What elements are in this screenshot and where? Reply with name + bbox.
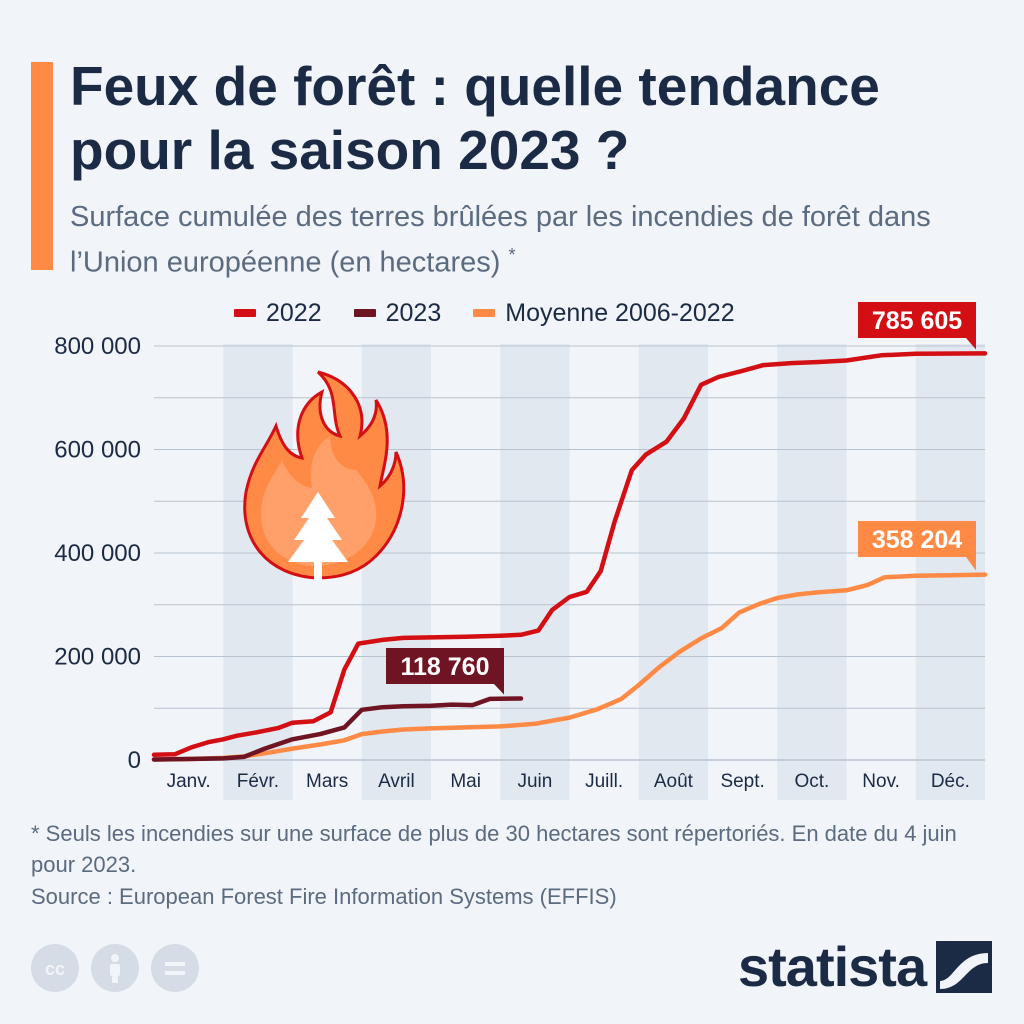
subtitle-footnote-mark: * bbox=[508, 245, 516, 265]
forest-fire-icon bbox=[243, 370, 406, 580]
end-label-box bbox=[858, 521, 976, 571]
month-band bbox=[223, 344, 293, 800]
legend-swatch-2023 bbox=[353, 309, 376, 317]
page-title: Feux de forêt : quelle tendance pour la … bbox=[70, 55, 880, 181]
x-tick-label: Mai bbox=[450, 771, 481, 792]
end-label-2: 358 204 bbox=[858, 521, 976, 571]
grid-lines bbox=[154, 345, 985, 761]
y-tick-label: 200 000 bbox=[54, 644, 141, 671]
end-label-box bbox=[386, 648, 504, 695]
source-note: Source : European Forest Fire Informatio… bbox=[31, 884, 617, 909]
x-tick-label: Nov. bbox=[862, 771, 900, 792]
x-tick-label: Juill. bbox=[585, 771, 623, 792]
y-tick-label: 400 000 bbox=[54, 540, 141, 567]
x-tick-label: Sept. bbox=[720, 771, 764, 792]
month-bands bbox=[223, 344, 985, 800]
month-band bbox=[500, 344, 570, 800]
svg-text:cc: cc bbox=[45, 959, 65, 979]
legend-item-average: Moyenne 2006-2022 bbox=[473, 298, 735, 328]
creative-commons-icon[interactable]: cc bbox=[31, 944, 79, 992]
legend-item-2023: 2023 bbox=[353, 298, 442, 328]
month-band bbox=[638, 344, 708, 800]
series-line-0 bbox=[151, 351, 988, 758]
x-tick-label: Déc. bbox=[931, 771, 970, 792]
statista-brand[interactable]: statista bbox=[738, 934, 993, 999]
legend-item-2022: 2022 bbox=[234, 299, 322, 328]
footnote: * Seuls les incendies sur une surface de… bbox=[31, 821, 957, 877]
end-label-box bbox=[858, 302, 976, 350]
end-label-text: 358 204 bbox=[872, 526, 962, 554]
statista-logo-icon bbox=[936, 940, 993, 993]
legend-swatch-2022 bbox=[234, 309, 256, 317]
y-tick-label: 0 bbox=[128, 747, 141, 774]
x-tick-label: Oct. bbox=[794, 771, 829, 792]
y-tick-labels: 0 200 000 400 000 600 000 800 000 bbox=[54, 333, 141, 774]
end-label-1: 118 760 bbox=[386, 648, 504, 695]
y-tick-label: 600 000 bbox=[54, 437, 141, 464]
month-band bbox=[915, 344, 985, 800]
x-tick-label: Août bbox=[654, 771, 694, 792]
subtitle-text: Surface cumulée des terres brûlées par l… bbox=[70, 201, 931, 279]
attribution-icon[interactable] bbox=[91, 944, 139, 992]
x-tick-label: Juin bbox=[517, 771, 552, 792]
legend-label-average: Moyenne 2006-2022 bbox=[505, 298, 735, 327]
x-tick-labels: Janv. Févr. Mars Avril Mai Juin Juill. Août Sept… bbox=[167, 771, 970, 792]
series-line-2 bbox=[151, 572, 988, 762]
end-label-0: 785 605 bbox=[858, 302, 976, 350]
x-tick-label: Janv. bbox=[167, 771, 211, 792]
page-subtitle: Surface cumulée des terres brûlées par l… bbox=[70, 198, 990, 282]
series-lines bbox=[151, 351, 988, 762]
x-tick-label: Févr. bbox=[237, 771, 279, 792]
no-derivatives-icon[interactable] bbox=[151, 944, 199, 992]
y-tick-label: 800 000 bbox=[54, 333, 141, 360]
title-accent-bar bbox=[31, 62, 53, 270]
brand-name: statista bbox=[738, 935, 927, 998]
series-line-1 bbox=[151, 696, 524, 762]
month-band bbox=[777, 344, 847, 800]
chart-legend: 2022 2023 Moyenne 2006-2022 bbox=[234, 296, 735, 330]
license-icons: cc bbox=[31, 944, 199, 992]
end-label-text: 785 605 bbox=[872, 307, 962, 335]
legend-label-2023: 2023 bbox=[385, 298, 442, 327]
end-labels: 785 605 358 204 118 760 bbox=[386, 302, 976, 695]
x-tick-label: Mars bbox=[306, 771, 348, 792]
x-tick-label: Avril bbox=[378, 771, 415, 792]
legend-swatch-average bbox=[473, 309, 496, 317]
legend-label-2022: 2022 bbox=[266, 298, 322, 327]
end-label-text: 118 760 bbox=[401, 653, 490, 681]
